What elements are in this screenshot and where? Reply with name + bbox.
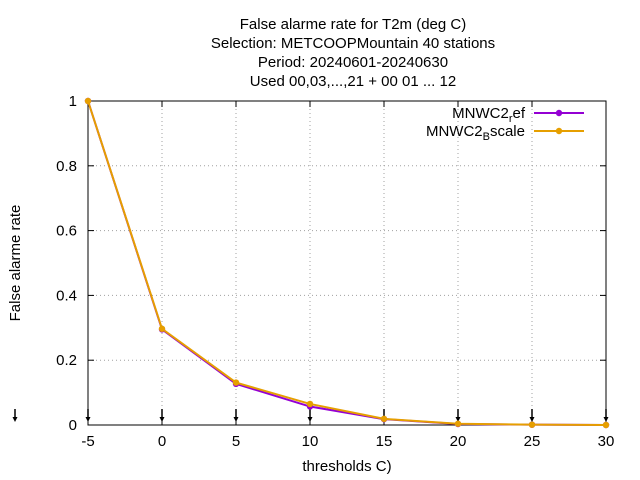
arrow-head-icon bbox=[455, 417, 461, 422]
arrow-head-icon bbox=[12, 417, 18, 422]
legend-label-main: MNWC2 bbox=[426, 123, 483, 140]
data-point bbox=[602, 421, 610, 429]
legend-label-rest: scale bbox=[490, 123, 525, 140]
legend-marker bbox=[555, 109, 563, 117]
x-tick-label: 0 bbox=[158, 433, 166, 450]
title-line: Selection: METCOOPMountain 40 stations bbox=[211, 35, 495, 52]
y-tick-label: 0 bbox=[69, 417, 77, 434]
legend-label-sub: r bbox=[509, 113, 513, 125]
legend-label-main: MNWC2 bbox=[452, 105, 509, 122]
data-point bbox=[84, 97, 92, 105]
data-point bbox=[528, 421, 536, 428]
y-tick-label: 0.6 bbox=[56, 223, 77, 240]
legend-marker bbox=[555, 127, 563, 135]
threshold-markers bbox=[12, 409, 609, 422]
title-line: False alarme rate for T2m (deg C) bbox=[240, 16, 466, 33]
x-tick-label: -5 bbox=[81, 433, 94, 450]
data-point bbox=[454, 420, 462, 427]
data-point bbox=[232, 379, 240, 386]
series-line bbox=[87, 100, 607, 426]
y-axis: 0 0.2 0.4 0.6 0.8 1 bbox=[56, 93, 606, 434]
arrow-head-icon bbox=[233, 417, 239, 422]
x-tick-label: 10 bbox=[302, 433, 319, 450]
chart-title: False alarme rate for T2m (deg C) Selecti… bbox=[211, 16, 495, 90]
legend-label: MNWC2Bscale bbox=[426, 123, 525, 143]
data-point bbox=[380, 415, 388, 423]
data-point bbox=[306, 400, 314, 408]
x-tick-label: 20 bbox=[450, 433, 467, 450]
x-tick-label: 5 bbox=[232, 433, 240, 450]
x-tick-label: 15 bbox=[376, 433, 393, 450]
y-tick-label: 0.8 bbox=[56, 158, 77, 175]
arrow-head-icon bbox=[529, 417, 535, 422]
x-axis: -5 0 5 10 15 20 25 30 bbox=[81, 101, 614, 450]
x-axis-label: thresholds C) bbox=[302, 458, 391, 475]
arrow-head-icon bbox=[85, 417, 91, 422]
legend-label-rest: ef bbox=[512, 105, 525, 122]
legend-label-sub: B bbox=[483, 131, 490, 143]
arrow-head-icon bbox=[603, 417, 609, 422]
title-line: Period: 20240601-20240630 bbox=[258, 54, 448, 71]
y-tick-label: 0.4 bbox=[56, 287, 77, 304]
arrow-head-icon bbox=[159, 417, 165, 422]
series bbox=[84, 97, 610, 429]
x-tick-label: 25 bbox=[524, 433, 541, 450]
y-axis-label: False alarme rate bbox=[7, 205, 24, 322]
y-tick-label: 1 bbox=[69, 93, 77, 110]
legend-label: MNWC2ref bbox=[452, 105, 526, 125]
data-point bbox=[158, 325, 166, 332]
x-tick-label: 30 bbox=[598, 433, 615, 450]
arrow-head-icon bbox=[307, 417, 313, 422]
series-line bbox=[87, 100, 607, 426]
title-line: Used 00,03,...,21 + 00 01 ... 12 bbox=[250, 73, 456, 90]
plot-frame bbox=[87, 100, 607, 426]
grid bbox=[88, 101, 606, 425]
y-tick-label: 0.2 bbox=[56, 352, 77, 369]
